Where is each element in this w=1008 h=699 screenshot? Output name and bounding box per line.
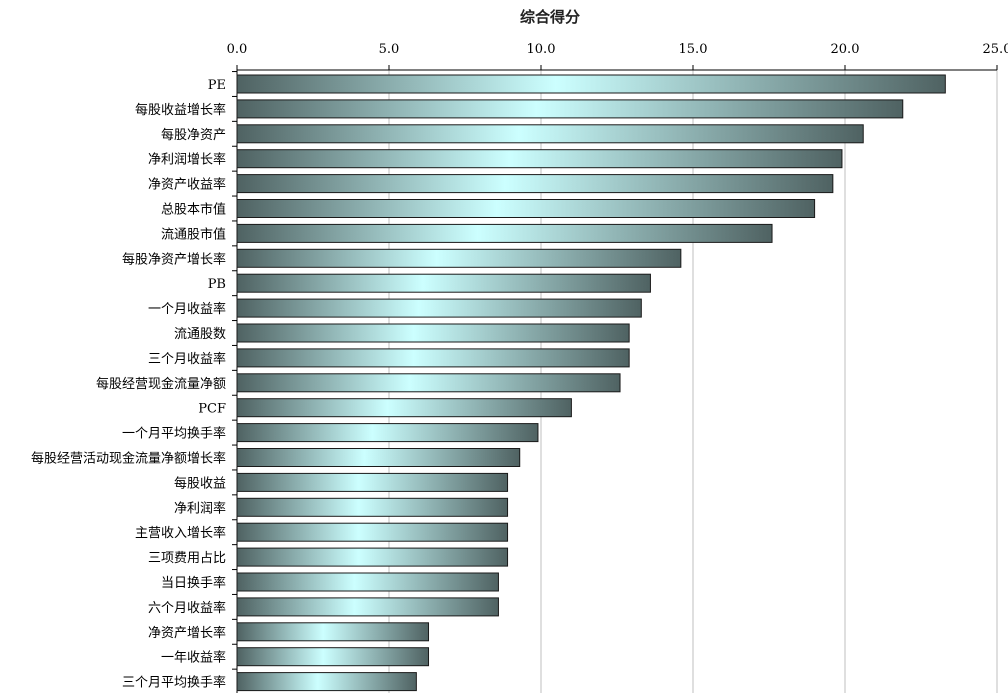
category-label: 三项费用占比: [148, 551, 226, 566]
category-label: PE: [208, 78, 226, 93]
category-label: 流通股市值: [161, 226, 226, 242]
category-label: PB: [208, 277, 226, 292]
category-label: 净利润增长率: [148, 152, 226, 168]
category-label: 净资产收益率: [148, 177, 226, 193]
bar: [236, 149, 843, 169]
bar: [236, 597, 499, 617]
x-tick-label: 0.0: [227, 42, 248, 57]
bar: [236, 124, 864, 144]
bar: [236, 273, 651, 293]
category-label: 每股收益增长率: [135, 102, 226, 118]
category-label: 总股本市值: [161, 202, 226, 218]
x-tick-label: 5.0: [379, 42, 400, 57]
category-label: 一年收益率: [161, 650, 226, 666]
bar: [236, 522, 509, 542]
category-label: 六个月收益率: [148, 600, 226, 616]
chart-title: 综合得分: [519, 8, 580, 26]
category-label: 每股收益: [174, 475, 226, 491]
bars: [236, 74, 946, 692]
category-label: 净资产增长率: [148, 625, 226, 641]
bar: [236, 74, 946, 94]
category-label: 净利润率: [174, 500, 226, 516]
bar: [236, 448, 521, 467]
category-label: 三个月平均换手率: [122, 675, 226, 691]
category-label: 每股净资产增长率: [122, 251, 226, 267]
category-axis: PE 每股收益增长率每股净资产净利润增长率净资产收益率总股本市值流通股市值每股净资…: [31, 71, 237, 691]
bar: [236, 298, 642, 318]
bar: [236, 223, 773, 243]
x-tick-label: 20.0: [831, 42, 860, 57]
category-label: 每股经营活动现金流量净额增长率: [31, 451, 226, 467]
bar: [236, 647, 430, 667]
category-label: 一个月收益率: [148, 301, 226, 317]
bar: [236, 199, 816, 218]
bar: [236, 472, 509, 492]
category-label: 每股净资产: [161, 127, 226, 143]
x-axis: 0.0 5.0 10.0 15.0 20.0 25.0: [227, 42, 1008, 693]
bar: [236, 174, 834, 194]
category-label: 当日换手率: [161, 575, 226, 591]
category-label: 三个月收益率: [148, 351, 226, 367]
category-label: PCF: [198, 402, 226, 417]
bar: [236, 398, 572, 418]
x-tick-label: 15.0: [679, 42, 708, 57]
bar: [236, 547, 509, 567]
bar: [236, 323, 630, 343]
bar: [236, 423, 539, 443]
bar: [236, 248, 682, 268]
bar: [236, 99, 904, 119]
bar: [236, 622, 430, 642]
category-label: 主营收入增长率: [135, 525, 226, 541]
category-label: 一个月平均换手率: [122, 426, 226, 442]
bar: [236, 672, 417, 692]
x-tick-label: 10.0: [527, 42, 556, 57]
category-label: 流通股数: [174, 327, 226, 342]
bar: [236, 572, 499, 592]
bar: [236, 373, 621, 393]
x-tick-label: 25.0: [983, 42, 1008, 57]
category-label: 每股经营现金流量净额: [96, 376, 226, 392]
bar: [236, 497, 509, 517]
bar: [236, 348, 630, 368]
